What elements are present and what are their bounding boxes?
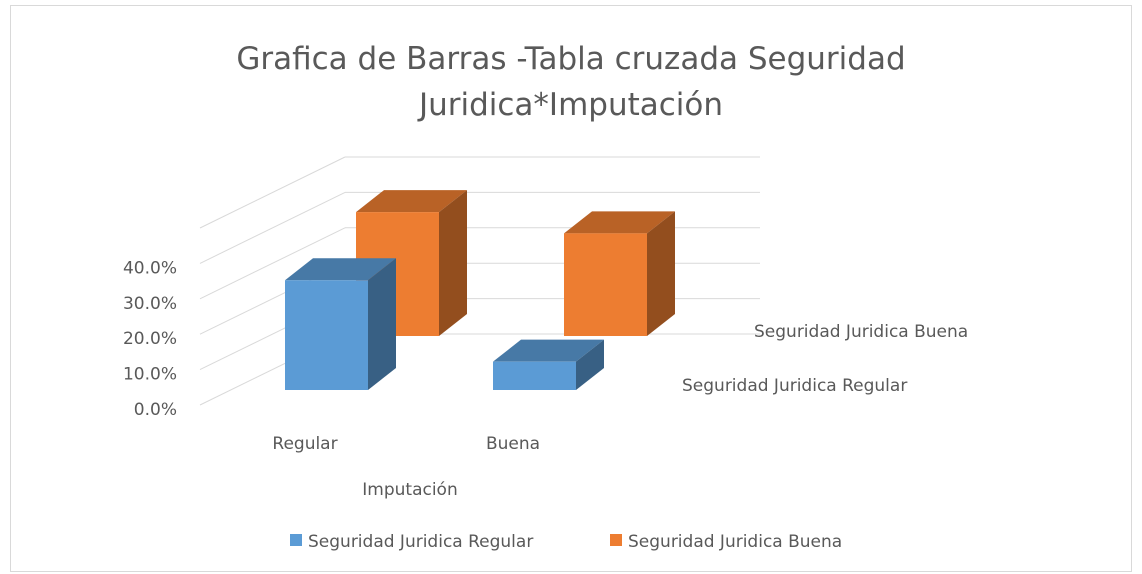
x-axis-title: Imputación (362, 480, 457, 500)
bar-top (493, 339, 604, 362)
bar (564, 233, 647, 336)
depth-label: Seguridad Juridica Buena (754, 322, 968, 342)
y-tick-label: 0.0% (134, 400, 177, 420)
depth-label: Seguridad Juridica Regular (682, 376, 907, 396)
legend-swatch (290, 534, 302, 546)
y-tick-label: 20.0% (123, 329, 177, 349)
bar (285, 280, 368, 390)
x-tick-label: Buena (486, 434, 540, 454)
chart-border (10, 5, 1132, 572)
y-tick-label: 10.0% (123, 365, 177, 385)
bar-side (647, 211, 675, 336)
bar-side (576, 339, 604, 390)
grid-line (199, 156, 346, 229)
bar-top (356, 190, 467, 213)
y-tick-label: 40.0% (123, 258, 177, 278)
grid-line (199, 227, 346, 300)
y-tick-label: 30.0% (123, 294, 177, 314)
grid-line (199, 191, 346, 264)
bar-side (439, 190, 467, 336)
x-tick-label: Regular (272, 434, 337, 454)
legend-swatch (610, 534, 622, 546)
legend-label: Seguridad Juridica Buena (628, 532, 842, 552)
bar-top (285, 258, 396, 281)
bar-side (368, 258, 396, 390)
chart-title: Grafica de Barras -Tabla cruzada Segurid… (236, 41, 906, 123)
bar (493, 361, 576, 390)
legend-label: Seguridad Juridica Regular (308, 532, 533, 552)
bar-top (564, 211, 675, 234)
